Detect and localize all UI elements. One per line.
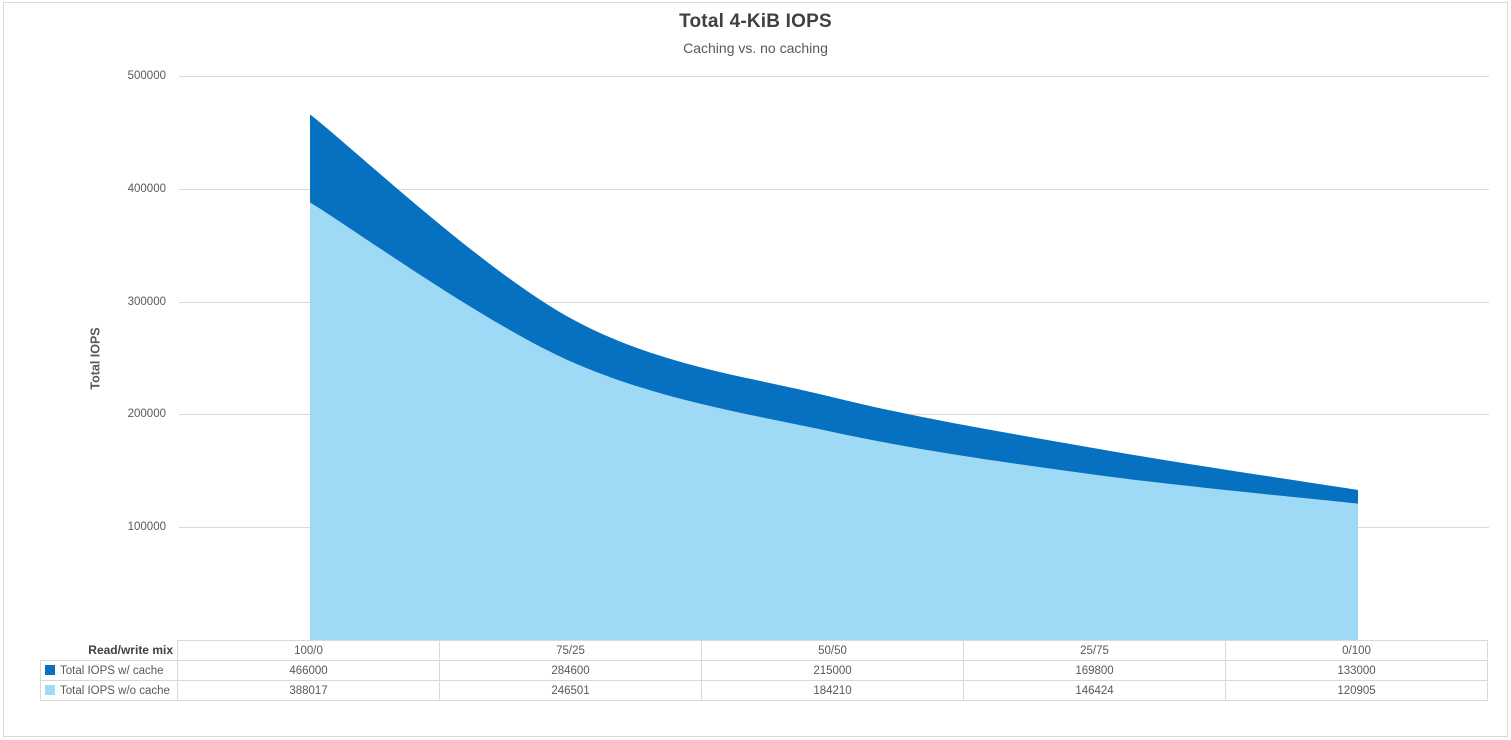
gridline: [179, 76, 1489, 77]
y-tick-label: 500000: [127, 70, 166, 82]
gridline: [179, 189, 1489, 190]
area-chart: [310, 114, 1358, 640]
value-cell: 146424: [963, 680, 1226, 701]
row-header-label: Read/write mix: [88, 643, 173, 658]
page-title: Total 4-KiB IOPS: [679, 11, 832, 32]
y-tick-label: 400000: [127, 183, 166, 195]
y-tick-label: 200000: [127, 408, 166, 420]
value-cell: 246501: [439, 680, 702, 701]
page-subtitle: Caching vs. no caching: [683, 40, 828, 56]
category-cell: 50/50: [701, 640, 964, 661]
value-cell: 169800: [963, 660, 1226, 681]
area-series: [310, 202, 1358, 640]
data-table: Read/write mix 100/0 75/25 50/50 25/75 0…: [40, 640, 1488, 701]
y-tick-label: 100000: [127, 521, 166, 533]
value-cell: 184210: [701, 680, 964, 701]
value-cell: 284600: [439, 660, 702, 681]
series-legend-cell: Total IOPS w/o cache: [40, 680, 178, 701]
y-tick-label: 300000: [127, 296, 166, 308]
table-row: Total IOPS w/ cache 466000 284600 215000…: [40, 660, 1488, 681]
value-cell: 133000: [1225, 660, 1488, 681]
category-cell: 100/0: [177, 640, 440, 661]
value-cell: 388017: [177, 680, 440, 701]
category-cell: 25/75: [963, 640, 1226, 661]
legend-swatch-icon: [45, 664, 55, 675]
category-cell: 0/100: [1225, 640, 1488, 661]
legend-swatch-icon: [45, 684, 55, 695]
table-row: Total IOPS w/o cache 388017 246501 18421…: [40, 680, 1488, 701]
value-cell: 120905: [1225, 680, 1488, 701]
table-header-row: Read/write mix 100/0 75/25 50/50 25/75 0…: [41, 640, 1488, 661]
series-label: Total IOPS w/o cache: [60, 684, 170, 697]
category-cell: 75/25: [439, 640, 702, 661]
series-legend-cell: Total IOPS w/ cache: [40, 660, 178, 681]
value-cell: 466000: [177, 660, 440, 681]
series-label: Total IOPS w/ cache: [60, 664, 164, 677]
value-cell: 215000: [701, 660, 964, 681]
gridline: [179, 302, 1489, 303]
